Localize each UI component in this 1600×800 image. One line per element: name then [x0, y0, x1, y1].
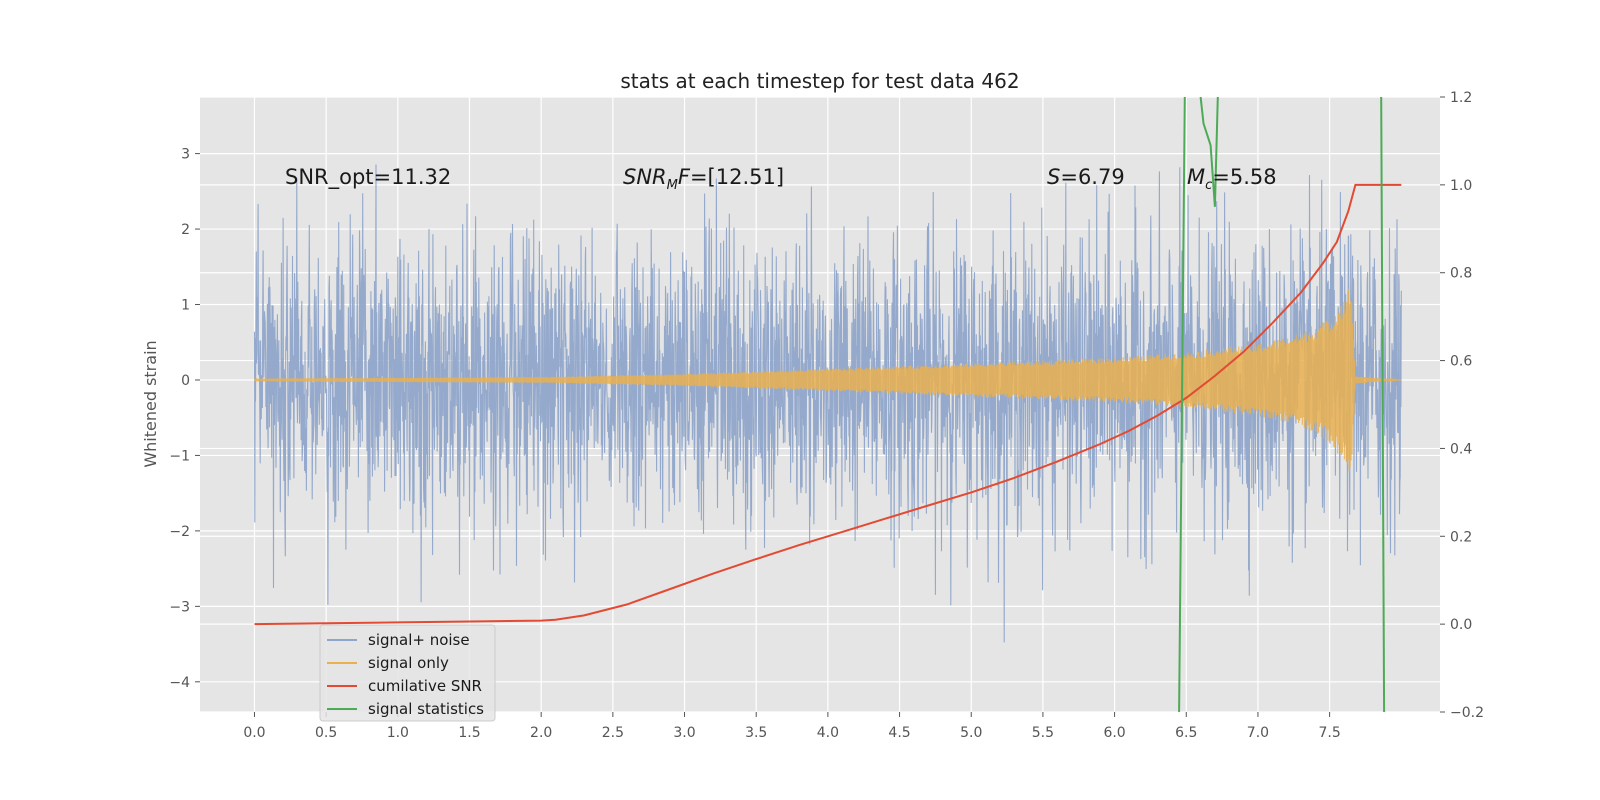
legend-label-signal-noise: signal+ noise	[368, 631, 470, 649]
y-tick-label: −2	[169, 524, 190, 540]
signal-statistics-series	[1178, 96, 1386, 713]
x-tick-label: 3.0	[673, 725, 695, 741]
x-tick-label: 0.5	[315, 725, 337, 741]
signal-only-series	[253, 288, 1402, 472]
legend-label-signal-only: signal only	[368, 654, 449, 672]
y-tick-label: −3	[169, 599, 190, 615]
x-tick-label: 3.5	[745, 725, 767, 741]
x-tick-label: 7.5	[1318, 725, 1340, 741]
cumulative-snr-line	[254, 183, 1402, 626]
y-tick-label: 0	[181, 373, 190, 389]
signal-only-line	[253, 288, 1402, 472]
x-tick-label: 0.0	[243, 725, 265, 741]
x-tick-label: 1.5	[458, 725, 480, 741]
y2-tick-label: 0.0	[1450, 617, 1472, 633]
x-tick-label: 4.0	[817, 725, 839, 741]
legend-label-signal-statistics: signal statistics	[368, 700, 484, 718]
x-tick-label: 6.5	[1175, 725, 1197, 741]
x-tick-label: 2.0	[530, 725, 552, 741]
signal-statistics-segment	[1380, 96, 1386, 713]
x-tick-label: 5.0	[960, 725, 982, 741]
signal-statistics-segment	[1178, 96, 1186, 713]
annotation-snr-opt: SNR_opt=11.32	[285, 165, 451, 190]
x-tick-label: 5.5	[1032, 725, 1054, 741]
chart-title: stats at each timestep for test data 462	[620, 69, 1019, 93]
x-tick-label: 4.5	[888, 725, 910, 741]
y2-tick-label: 1.2	[1450, 90, 1472, 106]
y2-tick-label: 0.8	[1450, 266, 1472, 282]
annotation-s: S=6.79	[1047, 165, 1125, 189]
y2-axis-ticks: −0.2 0.0 0.2 0.4 0.6 0.8 1.0 1.2	[1440, 90, 1484, 721]
y-tick-label: −4	[169, 675, 190, 691]
x-axis-ticks: 0.0 0.5 1.0 1.5 2.0 2.5 3.0 3.5 4.0 4.5 5.0 5.5 6.0 6…	[243, 712, 1341, 741]
y2-tick-label: 0.6	[1450, 354, 1472, 370]
x-tick-label: 1.0	[387, 725, 409, 741]
x-tick-label: 6.0	[1103, 725, 1125, 741]
y-tick-label: 2	[181, 222, 190, 238]
legend-label-cumulative-snr: cumilative SNR	[368, 677, 482, 695]
y-axis-ticks: −4 −3 −2 −1 0 1 2 3	[169, 147, 200, 691]
y-tick-label: 3	[181, 147, 190, 163]
legend: signal+ noise signal only cumilative SNR…	[319, 624, 496, 722]
y2-tick-label: 0.2	[1450, 529, 1472, 545]
annotation-snr-mf: SNRMF=[12.51]	[623, 165, 784, 193]
y-axis-label: Whitened strain	[141, 340, 160, 467]
annotation-mc: Mc=5.58	[1187, 165, 1277, 193]
annotations: SNR_opt=11.32 SNRMF=[12.51] S=6.79 Mc=5.…	[285, 165, 1277, 193]
x-tick-label: 7.0	[1247, 725, 1269, 741]
y2-tick-label: −0.2	[1450, 705, 1484, 721]
legend-box	[319, 624, 496, 722]
y2-tick-label: 1.0	[1450, 178, 1472, 194]
cumulative-snr-series	[254, 183, 1402, 626]
y2-tick-label: 0.4	[1450, 441, 1472, 457]
y-tick-label: −1	[169, 448, 190, 464]
y-tick-label: 1	[181, 298, 190, 314]
signal-statistics-segment	[1199, 96, 1219, 207]
x-tick-label: 2.5	[602, 725, 624, 741]
